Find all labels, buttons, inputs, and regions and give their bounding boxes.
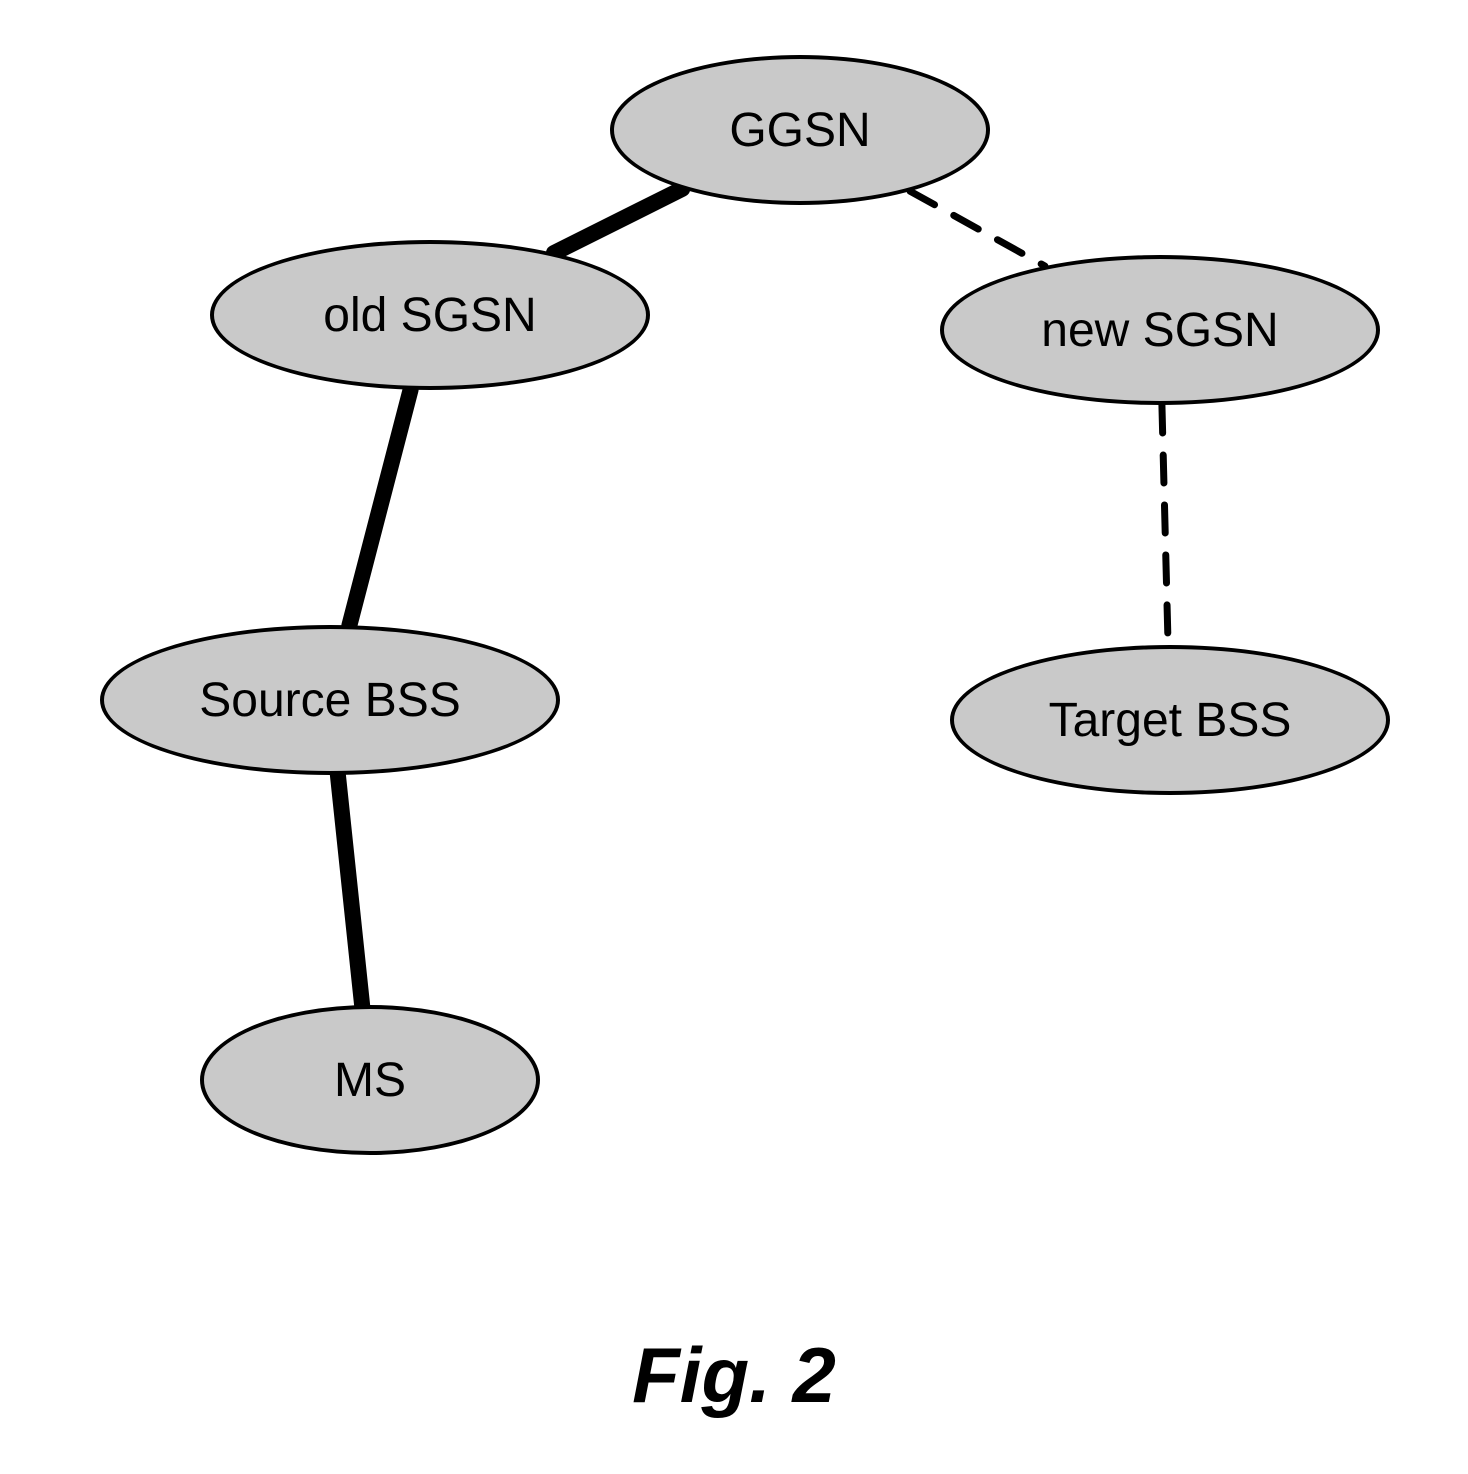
node-ggsn: GGSN (610, 55, 990, 205)
node-label: Source BSS (199, 673, 460, 728)
node-new-sgsn: new SGSN (940, 255, 1380, 405)
node-label: old SGSN (323, 288, 536, 343)
node-target-bss: Target BSS (950, 645, 1390, 795)
node-ms: MS (200, 1005, 540, 1155)
node-label: MS (334, 1053, 406, 1108)
node-label: Target BSS (1049, 693, 1292, 748)
node-label: GGSN (729, 103, 870, 158)
node-label: new SGSN (1041, 303, 1278, 358)
node-source-bss: Source BSS (100, 625, 560, 775)
node-old-sgsn: old SGSN (210, 240, 650, 390)
diagram-canvas: GGSN old SGSN new SGSN Source BSS Target… (0, 0, 1468, 1474)
figure-caption: Fig. 2 (0, 1330, 1468, 1421)
